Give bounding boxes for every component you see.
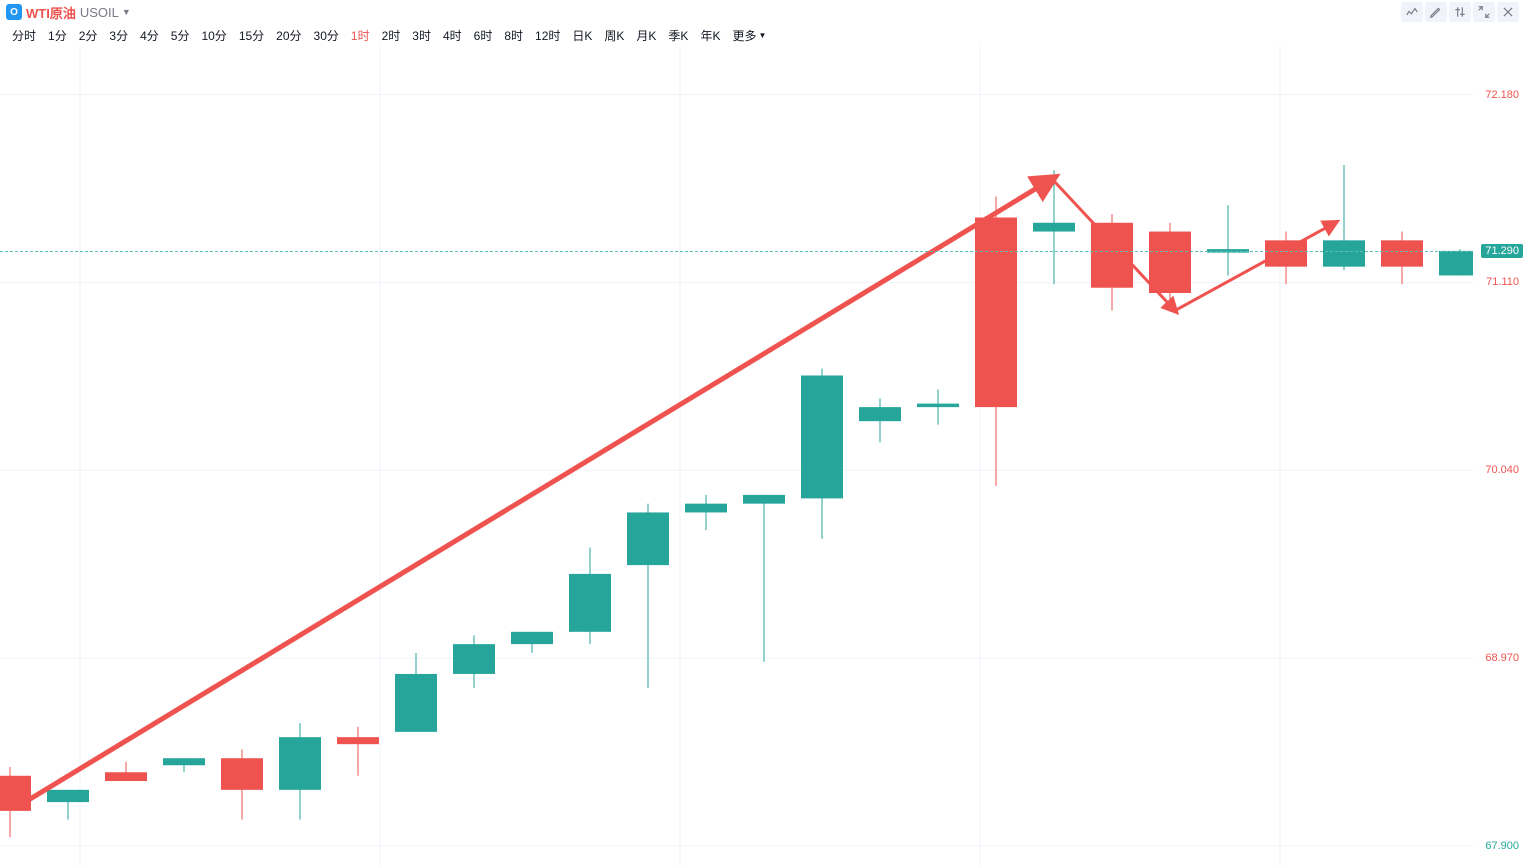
timeframe-2分[interactable]: 2分	[73, 25, 104, 46]
timeframe-15分[interactable]: 15分	[233, 25, 270, 46]
y-tick-label: 70.040	[1485, 464, 1519, 476]
timeframe-1时[interactable]: 1时	[345, 25, 376, 46]
pencil-icon[interactable]	[1425, 2, 1447, 22]
y-tick-label: 71.110	[1486, 276, 1519, 288]
timeframe-4分[interactable]: 4分	[134, 25, 165, 46]
timeframe-月K[interactable]: 月K	[630, 25, 662, 46]
y-tick-label: 67.900	[1485, 840, 1519, 852]
timeframe-日K[interactable]: 日K	[566, 25, 598, 46]
indicator-icon[interactable]	[1401, 2, 1423, 22]
close-icon[interactable]	[1497, 2, 1519, 22]
symbol-badge: O	[6, 4, 22, 20]
y-axis[interactable]: 72.180 71.110 70.040 68.970 67.900 71.290	[1473, 46, 1523, 866]
timeframe-季K[interactable]: 季K	[662, 25, 694, 46]
symbol-ticker[interactable]: USOIL	[80, 5, 119, 20]
timeframe-年K[interactable]: 年K	[694, 25, 726, 46]
compare-icon[interactable]	[1449, 2, 1471, 22]
timeframe-3分[interactable]: 3分	[103, 25, 134, 46]
timeframe-30分[interactable]: 30分	[308, 25, 345, 46]
chevron-down-icon[interactable]: ▼	[122, 7, 131, 17]
symbol-header: O WTI原油 USOIL ▼	[0, 0, 1523, 24]
timeframe-4时[interactable]: 4时	[437, 25, 468, 46]
collapse-icon[interactable]	[1473, 2, 1495, 22]
chart-area[interactable]: 72.180 71.110 70.040 68.970 67.900 71.290	[0, 46, 1523, 866]
timeframe-3时[interactable]: 3时	[406, 25, 437, 46]
current-price-line	[0, 251, 1473, 252]
y-tick-label: 72.180	[1485, 89, 1519, 101]
timeframe-8时[interactable]: 8时	[498, 25, 529, 46]
timeframe-2时[interactable]: 2时	[376, 25, 407, 46]
candlestick-chart[interactable]	[0, 46, 1473, 866]
timeframe-10分[interactable]: 10分	[195, 25, 232, 46]
timeframe-20分[interactable]: 20分	[270, 25, 307, 46]
symbol-name[interactable]: WTI原油	[26, 3, 76, 22]
timeframe-周K[interactable]: 周K	[598, 25, 630, 46]
timeframe-6时[interactable]: 6时	[468, 25, 499, 46]
timeframe-5分[interactable]: 5分	[165, 25, 196, 46]
chart-toolbar	[1401, 2, 1519, 22]
current-price-tag: 71.290	[1481, 244, 1523, 258]
timeframe-12时[interactable]: 12时	[529, 25, 566, 46]
timeframe-row: 分时1分2分3分4分5分10分15分20分30分1时2时3时4时6时8时12时日…	[0, 24, 1523, 46]
y-tick-label: 68.970	[1485, 652, 1519, 664]
timeframe-more[interactable]: 更多 ▼	[726, 25, 772, 46]
timeframe-1分[interactable]: 1分	[42, 25, 73, 46]
timeframe-分时[interactable]: 分时	[6, 25, 42, 46]
